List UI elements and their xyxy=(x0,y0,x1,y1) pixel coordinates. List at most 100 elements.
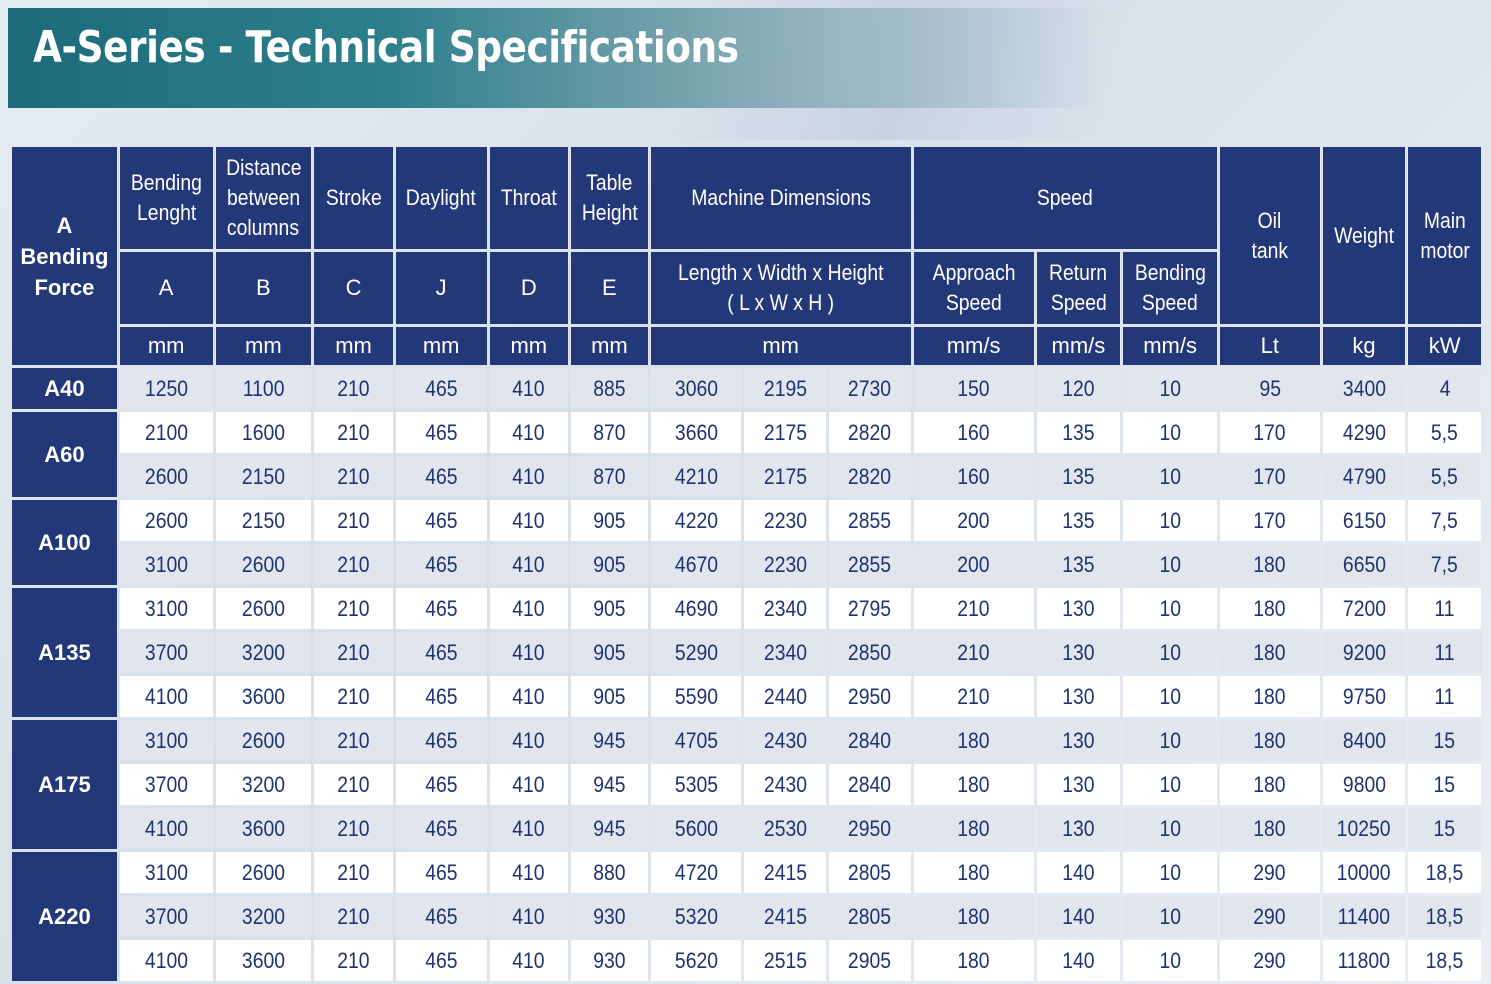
cell-value: 95 xyxy=(1259,375,1281,401)
cell-value: 2600 xyxy=(241,595,285,621)
cell-value: 3600 xyxy=(241,815,285,841)
table-cell: 2600 xyxy=(119,500,213,541)
table-cell: 945 xyxy=(571,720,648,761)
table-cell: 2230 xyxy=(744,500,826,541)
table-cell: 210 xyxy=(314,720,393,761)
cell-value: 2340 xyxy=(763,639,807,665)
table-cell: 120 xyxy=(1036,368,1121,409)
cell-value: 4790 xyxy=(1342,463,1386,489)
cell-value: 10 xyxy=(1159,727,1181,753)
table-cell: 10 xyxy=(1123,720,1217,761)
table-cell: 2850 xyxy=(829,632,911,673)
cell-value: 2430 xyxy=(763,727,807,753)
table-cell: 10 xyxy=(1123,764,1217,805)
cell-value: 210 xyxy=(337,507,370,533)
cell-value: 130 xyxy=(1062,771,1095,797)
cell-value: 905 xyxy=(593,639,626,665)
cell-value: 10 xyxy=(1159,419,1181,445)
table-cell: 7200 xyxy=(1322,588,1406,629)
table-cell: 410 xyxy=(489,896,569,937)
cell-value: 3100 xyxy=(144,859,188,885)
table-cell: 180 xyxy=(913,940,1034,981)
cell-value: 15 xyxy=(1433,771,1456,797)
table-cell: 2600 xyxy=(215,720,312,761)
cell-value: 2840 xyxy=(848,727,892,753)
cell-value: 4100 xyxy=(144,683,188,709)
table-cell: 10 xyxy=(1123,412,1217,453)
table-cell: 410 xyxy=(489,852,569,893)
cell-value: 410 xyxy=(512,375,545,401)
table-cell: 2795 xyxy=(829,588,911,629)
cell-value: 2905 xyxy=(848,947,892,973)
cell-value: 465 xyxy=(425,903,458,929)
table-cell: 210 xyxy=(314,808,393,849)
cell-value: 4670 xyxy=(674,551,718,577)
table-cell: 135 xyxy=(1036,544,1121,585)
cell-value: 135 xyxy=(1062,419,1095,445)
cell-value: 945 xyxy=(593,727,626,753)
table-cell: 10250 xyxy=(1322,808,1406,849)
table-cell: 180 xyxy=(913,720,1034,761)
cell-value: 870 xyxy=(593,463,626,489)
table-cell: 5600 xyxy=(650,808,742,849)
page-title: A-Series - Technical Specifications xyxy=(33,22,739,73)
header-bending-length: Bending Lenght xyxy=(119,147,213,249)
table-cell: 465 xyxy=(395,456,487,497)
table-cell: 870 xyxy=(571,456,648,497)
cell-value: 180 xyxy=(957,903,990,929)
table-cell: 945 xyxy=(571,764,648,805)
table-cell: 130 xyxy=(1036,588,1121,629)
cell-value: 5,5 xyxy=(1431,419,1459,445)
cell-value: 2100 xyxy=(144,419,188,445)
table-cell: 880 xyxy=(571,852,648,893)
model-label: A220 xyxy=(12,852,117,981)
cell-value: 2515 xyxy=(763,947,807,973)
cell-value: 180 xyxy=(1253,771,1286,797)
cell-value: 4705 xyxy=(674,727,718,753)
cell-value: 2440 xyxy=(763,683,807,709)
table-row: A60 2100 1600 210 465 410 870 3660 2175 2820 160 13… xyxy=(12,412,1481,497)
header-bending-speed: Bending Speed xyxy=(1123,252,1217,324)
table-row: A175 3100 2600 210 465 410 945 4705 2430 2840 180 1… xyxy=(12,720,1481,849)
table-cell: 410 xyxy=(489,544,569,585)
table-cell: 4705 xyxy=(650,720,742,761)
cell-value: 10 xyxy=(1159,859,1181,885)
cell-value: 180 xyxy=(957,771,990,797)
table-cell: 290 xyxy=(1219,896,1320,937)
table-cell: 180 xyxy=(1219,764,1320,805)
cell-value: 135 xyxy=(1062,507,1095,533)
table-cell: 130 xyxy=(1036,676,1121,717)
table-cell: 140 xyxy=(1036,940,1121,981)
cell-value: 2150 xyxy=(241,507,285,533)
table-cell: 10 xyxy=(1123,676,1217,717)
cell-value: 2415 xyxy=(763,903,807,929)
table-cell: 200 xyxy=(913,500,1034,541)
unit-cell: kW xyxy=(1408,327,1481,365)
header-throat: Throat xyxy=(489,147,569,249)
table-cell: 9200 xyxy=(1322,632,1406,673)
unit-cell: Lt xyxy=(1219,327,1320,365)
header-table-height: Table Height xyxy=(571,147,648,249)
table-cell: 130 xyxy=(1036,764,1121,805)
table-cell: 10 xyxy=(1123,808,1217,849)
cell-value: 2855 xyxy=(848,507,892,533)
table-cell: 905 xyxy=(571,500,648,541)
table-cell: 10 xyxy=(1123,896,1217,937)
table-row: 3700 3200 210 465 410 945 5305 2430 2840 180 130 10… xyxy=(12,764,1481,805)
table-cell: 180 xyxy=(1219,632,1320,673)
cell-value: 2175 xyxy=(763,419,807,445)
table-cell: 2950 xyxy=(829,808,911,849)
table-cell: 410 xyxy=(489,412,569,453)
cell-value: 410 xyxy=(512,551,545,577)
cell-value: 11400 xyxy=(1337,903,1391,929)
table-cell: 210 xyxy=(913,588,1034,629)
cell-value: 465 xyxy=(425,859,458,885)
cell-value: 2230 xyxy=(763,551,807,577)
cell-value: 11 xyxy=(1434,595,1455,621)
table-cell: 7,5 xyxy=(1408,544,1481,585)
cell-value: 2950 xyxy=(848,683,892,709)
unit-cell: mm/s xyxy=(1036,327,1121,365)
cell-value: 465 xyxy=(425,375,458,401)
header-speed: Speed xyxy=(913,147,1217,249)
table-cell: 2150 xyxy=(215,500,312,541)
